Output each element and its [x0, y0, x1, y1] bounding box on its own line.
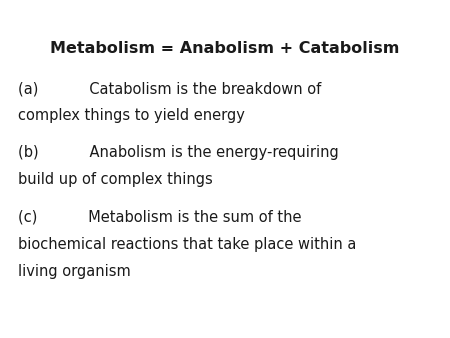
Text: biochemical reactions that take place within a: biochemical reactions that take place wi… — [18, 237, 356, 251]
Text: build up of complex things: build up of complex things — [18, 172, 213, 187]
Text: Metabolism = Anabolism + Catabolism: Metabolism = Anabolism + Catabolism — [50, 41, 400, 55]
Text: (a)           Catabolism is the breakdown of: (a) Catabolism is the breakdown of — [18, 81, 321, 96]
Text: (c)           Metabolism is the sum of the: (c) Metabolism is the sum of the — [18, 210, 302, 224]
Text: (b)           Anabolism is the energy-requiring: (b) Anabolism is the energy-requiring — [18, 145, 339, 160]
Text: living organism: living organism — [18, 264, 131, 279]
Text: complex things to yield energy: complex things to yield energy — [18, 108, 245, 123]
